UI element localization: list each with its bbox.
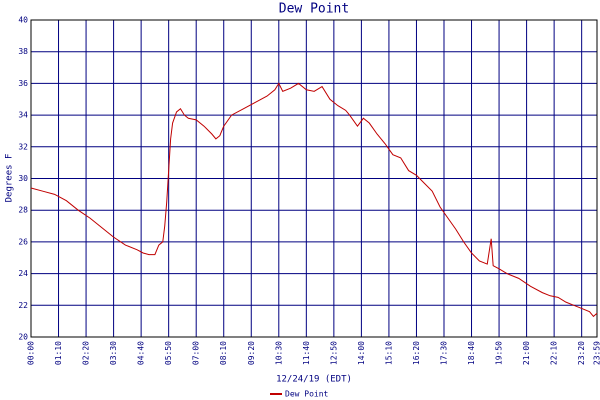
chart-title: Dew Point [279,2,349,17]
x-tick-label: 16:20 [412,341,421,365]
x-tick-label: 22:10 [550,341,559,365]
x-tick-label: 03:30 [109,341,118,365]
y-tick-label: 40 [18,16,28,25]
x-tick-label: 02:20 [82,341,91,365]
y-tick-label: 28 [18,206,28,215]
x-tick-label: 18:40 [467,341,476,365]
x-tick-label: 17:30 [439,341,448,365]
legend-label: Dew Point [285,390,329,399]
x-tick-label: 19:50 [495,341,504,365]
y-tick-label: 30 [18,174,28,183]
y-tick-label: 24 [18,269,28,278]
x-tick-label: 12:50 [329,341,338,365]
data-line [30,82,598,318]
plot-frame [30,19,598,338]
x-tick-label: 01:10 [54,341,63,365]
x-tick-label: 14:00 [357,341,366,365]
x-tick-label: 05:50 [164,341,173,365]
y-tick-label: 32 [18,142,28,151]
x-tick-label: 09:20 [247,341,256,365]
x-tick-label: 11:40 [302,341,311,365]
y-tick-label: 22 [18,301,28,310]
y-tick-label: 38 [18,47,28,56]
y-tick-label: 36 [18,79,28,88]
x-axis-label: 12/24/19 (EDT) [276,375,352,385]
x-tick-label: 04:40 [137,341,146,365]
y-tick-label: 20 [18,333,28,342]
x-tick-label: 23:59 [593,341,600,365]
x-tick-label: 21:00 [522,341,531,365]
x-tick-label: 15:10 [384,341,393,365]
x-tick-label: 00:00 [27,341,36,365]
y-axis-label: Degrees F [5,154,15,203]
x-tick-label: 23:20 [577,341,586,365]
x-tick-label: 08:10 [219,341,228,365]
x-tick-label: 07:00 [192,341,201,365]
x-tick-label: 10:30 [274,341,283,365]
y-tick-label: 34 [18,111,28,120]
y-tick-label: 26 [18,237,28,246]
